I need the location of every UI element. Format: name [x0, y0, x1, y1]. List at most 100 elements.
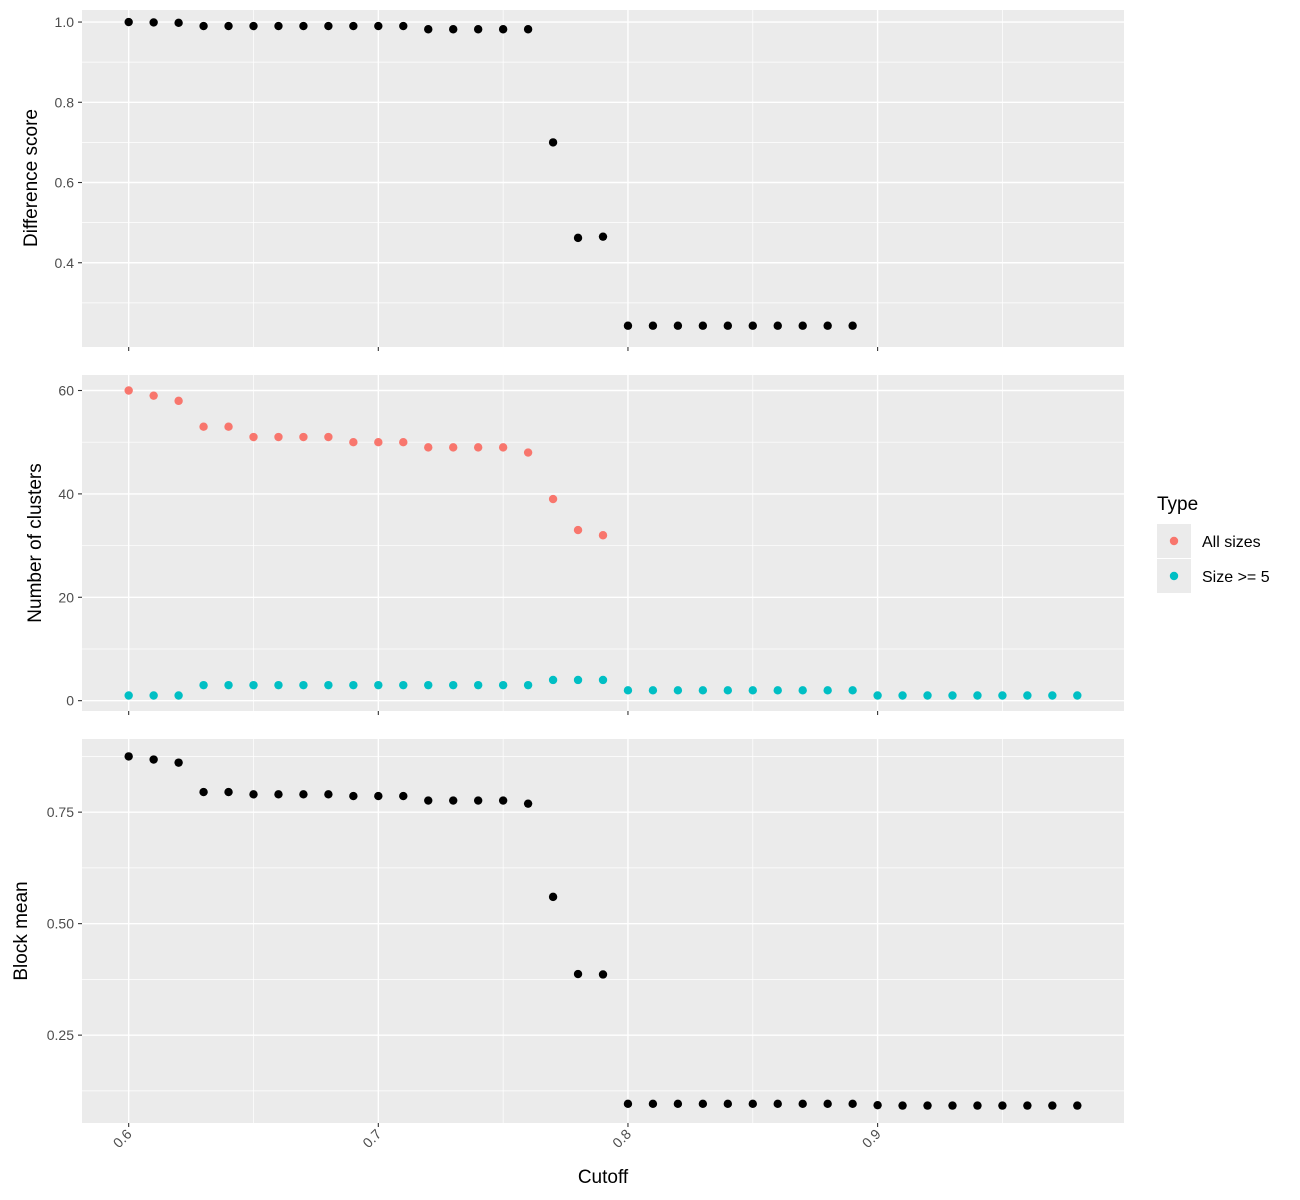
data-point	[224, 680, 233, 690]
data-point	[723, 686, 733, 695]
y-tick-label: 0.6	[55, 175, 75, 191]
series-points	[124, 17, 857, 330]
data-point	[673, 1099, 683, 1109]
y-tick-label: 0.8	[55, 94, 75, 110]
panel-difference-score: 0.4 0.6 0.8 1.0	[55, 10, 1124, 351]
data-point	[349, 680, 358, 690]
data-point	[124, 752, 133, 761]
data-point	[399, 21, 408, 31]
data-point	[598, 970, 608, 979]
data-point	[973, 1101, 982, 1110]
y-tick-label: 0.4	[55, 255, 75, 271]
data-point	[948, 1101, 957, 1110]
data-point	[324, 21, 333, 31]
data-point	[424, 443, 433, 452]
data-point	[573, 525, 583, 535]
data-point	[498, 680, 508, 690]
y-tick-label: 0.75	[47, 804, 74, 820]
data-point	[748, 686, 757, 695]
y-tick-label: 0	[66, 693, 74, 709]
data-point	[573, 233, 583, 243]
data-point	[823, 686, 832, 695]
data-point	[374, 680, 383, 690]
data-point	[898, 691, 907, 700]
data-point	[299, 790, 308, 799]
data-point	[548, 494, 558, 504]
data-point	[698, 321, 708, 330]
data-point	[473, 796, 483, 805]
data-point	[623, 321, 633, 330]
data-point	[473, 25, 483, 34]
data-point	[998, 1101, 1007, 1110]
data-point	[773, 321, 782, 330]
data-point	[274, 790, 283, 799]
series-size-5	[124, 675, 1082, 700]
data-point	[424, 25, 433, 34]
data-point	[299, 680, 308, 690]
data-point	[773, 686, 782, 695]
data-point	[249, 432, 258, 442]
data-point	[473, 443, 483, 452]
data-point	[648, 1099, 658, 1109]
data-point	[124, 691, 133, 700]
panel-block-mean: 0.25 0.50 0.75	[47, 739, 1124, 1127]
data-point	[998, 691, 1007, 700]
data-point	[274, 21, 283, 31]
data-point	[498, 25, 508, 34]
data-point	[923, 691, 932, 700]
data-point	[124, 17, 133, 27]
data-point	[848, 321, 857, 330]
data-point	[224, 422, 233, 431]
data-point	[748, 1099, 757, 1109]
data-point	[923, 1101, 932, 1110]
y-tick-label: 20	[58, 589, 74, 605]
data-point	[199, 787, 208, 797]
data-point	[149, 755, 158, 764]
data-point	[449, 25, 458, 34]
data-point	[249, 680, 258, 690]
data-point	[449, 680, 458, 690]
data-point	[698, 1099, 708, 1109]
data-point	[149, 18, 158, 27]
data-point	[349, 791, 358, 801]
data-point	[823, 321, 832, 330]
data-point	[523, 25, 533, 34]
legend-key-size-ge-5	[1169, 571, 1179, 581]
data-point	[673, 321, 683, 330]
data-point	[349, 438, 358, 447]
data-point	[449, 796, 458, 805]
panel-background	[82, 10, 1124, 347]
data-point	[399, 438, 408, 447]
data-point	[124, 386, 133, 395]
data-point	[1073, 1101, 1082, 1110]
data-point	[898, 1101, 907, 1110]
data-point	[873, 1100, 882, 1110]
data-point	[823, 1099, 832, 1109]
y-axis-title-number-of-clusters: Number of clusters	[25, 463, 46, 622]
data-point	[1048, 1101, 1057, 1110]
y-axis-title-text: Block mean	[11, 881, 32, 980]
data-point	[973, 691, 982, 700]
data-point	[424, 680, 433, 690]
data-point	[523, 680, 533, 690]
data-point	[174, 691, 183, 700]
data-point	[548, 892, 558, 902]
data-point	[748, 321, 757, 330]
data-point	[523, 799, 533, 808]
data-point	[773, 1099, 782, 1109]
data-point	[848, 686, 857, 695]
legend-label-size-ge-5: Size >= 5	[1202, 569, 1270, 586]
data-point	[573, 675, 583, 685]
data-point	[299, 432, 308, 442]
data-point	[199, 21, 208, 31]
data-point	[424, 796, 433, 805]
data-point	[948, 691, 957, 700]
data-point	[174, 18, 183, 28]
data-point	[349, 21, 358, 31]
data-point	[324, 790, 333, 799]
y-tick-label: 60	[58, 383, 74, 399]
data-point	[798, 321, 807, 330]
data-point	[224, 21, 233, 31]
data-point	[498, 796, 508, 805]
